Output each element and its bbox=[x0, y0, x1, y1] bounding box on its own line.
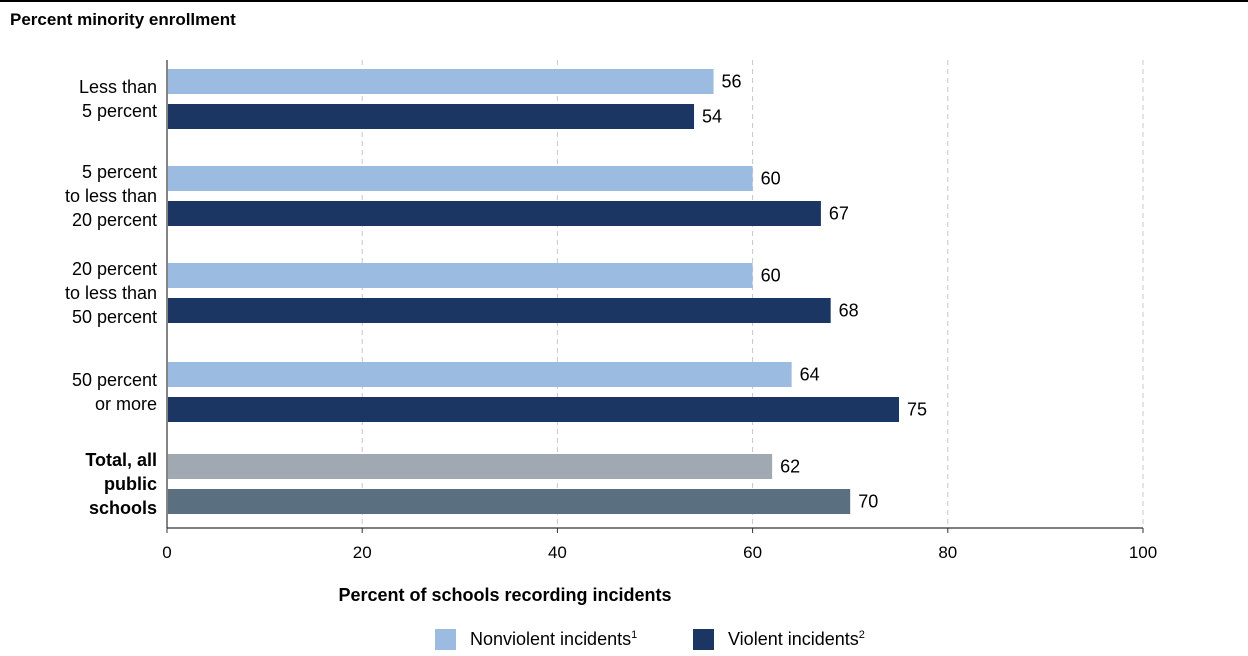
category-label: to less than bbox=[65, 186, 157, 206]
legend-swatch-nonviolent bbox=[435, 629, 456, 650]
bar bbox=[168, 201, 821, 226]
x-tick-label: 60 bbox=[743, 543, 762, 562]
bar bbox=[168, 454, 773, 479]
category-label: Total, all bbox=[85, 450, 157, 470]
legend-label-nonviolent: Nonviolent incidents1 bbox=[470, 629, 638, 649]
category-label: or more bbox=[95, 394, 157, 414]
legend-label-violent: Violent incidents2 bbox=[728, 629, 865, 649]
chart-title: Percent minority enrollment bbox=[10, 10, 236, 29]
legend-item-violent: Violent incidents2 bbox=[693, 629, 865, 650]
top-rule bbox=[0, 0, 1248, 2]
bar-value-label: 64 bbox=[800, 365, 820, 385]
bar-value-label: 62 bbox=[780, 457, 800, 477]
bar bbox=[168, 362, 792, 387]
bar-value-label: 60 bbox=[761, 266, 781, 286]
legend-swatch-violent bbox=[693, 629, 714, 650]
bar bbox=[168, 489, 851, 514]
bar-value-label: 68 bbox=[839, 301, 859, 321]
category-label: public bbox=[104, 474, 157, 494]
category-label: 20 percent bbox=[72, 259, 157, 279]
bar bbox=[168, 166, 753, 191]
bar-chart: 0 20 40 60 80 100 Percent of schools recording… bbox=[65, 60, 1157, 605]
x-axis-title: Percent of schools recording incidents bbox=[338, 585, 671, 605]
bar-value-label: 54 bbox=[702, 107, 722, 127]
x-tick-label: 20 bbox=[353, 543, 372, 562]
x-tick-label: 40 bbox=[548, 543, 567, 562]
bar-value-label: 67 bbox=[829, 204, 849, 224]
bar bbox=[168, 397, 899, 422]
category-label: to less than bbox=[65, 283, 157, 303]
x-tick-label: 100 bbox=[1129, 543, 1157, 562]
bar-value-label: 56 bbox=[722, 72, 742, 92]
bar-value-label: 60 bbox=[761, 169, 781, 189]
category-label: schools bbox=[89, 498, 157, 518]
bar bbox=[168, 263, 753, 288]
bar bbox=[168, 69, 714, 94]
legend-item-nonviolent: Nonviolent incidents1 bbox=[435, 629, 637, 650]
category-label: Less than bbox=[79, 77, 157, 97]
bar-value-label: 70 bbox=[858, 492, 878, 512]
x-tick-label: 80 bbox=[938, 543, 957, 562]
bar bbox=[168, 104, 695, 129]
category-label: 5 percent bbox=[82, 101, 157, 121]
bar-value-label: 75 bbox=[907, 400, 927, 420]
category-label: 50 percent bbox=[72, 370, 157, 390]
category-label: 20 percent bbox=[72, 210, 157, 230]
category-label: 50 percent bbox=[72, 307, 157, 327]
legend: Nonviolent incidents1 Violent incidents2 bbox=[0, 629, 1248, 655]
category-label: 5 percent bbox=[82, 162, 157, 182]
x-tick-label: 0 bbox=[162, 543, 171, 562]
bar bbox=[168, 298, 831, 323]
